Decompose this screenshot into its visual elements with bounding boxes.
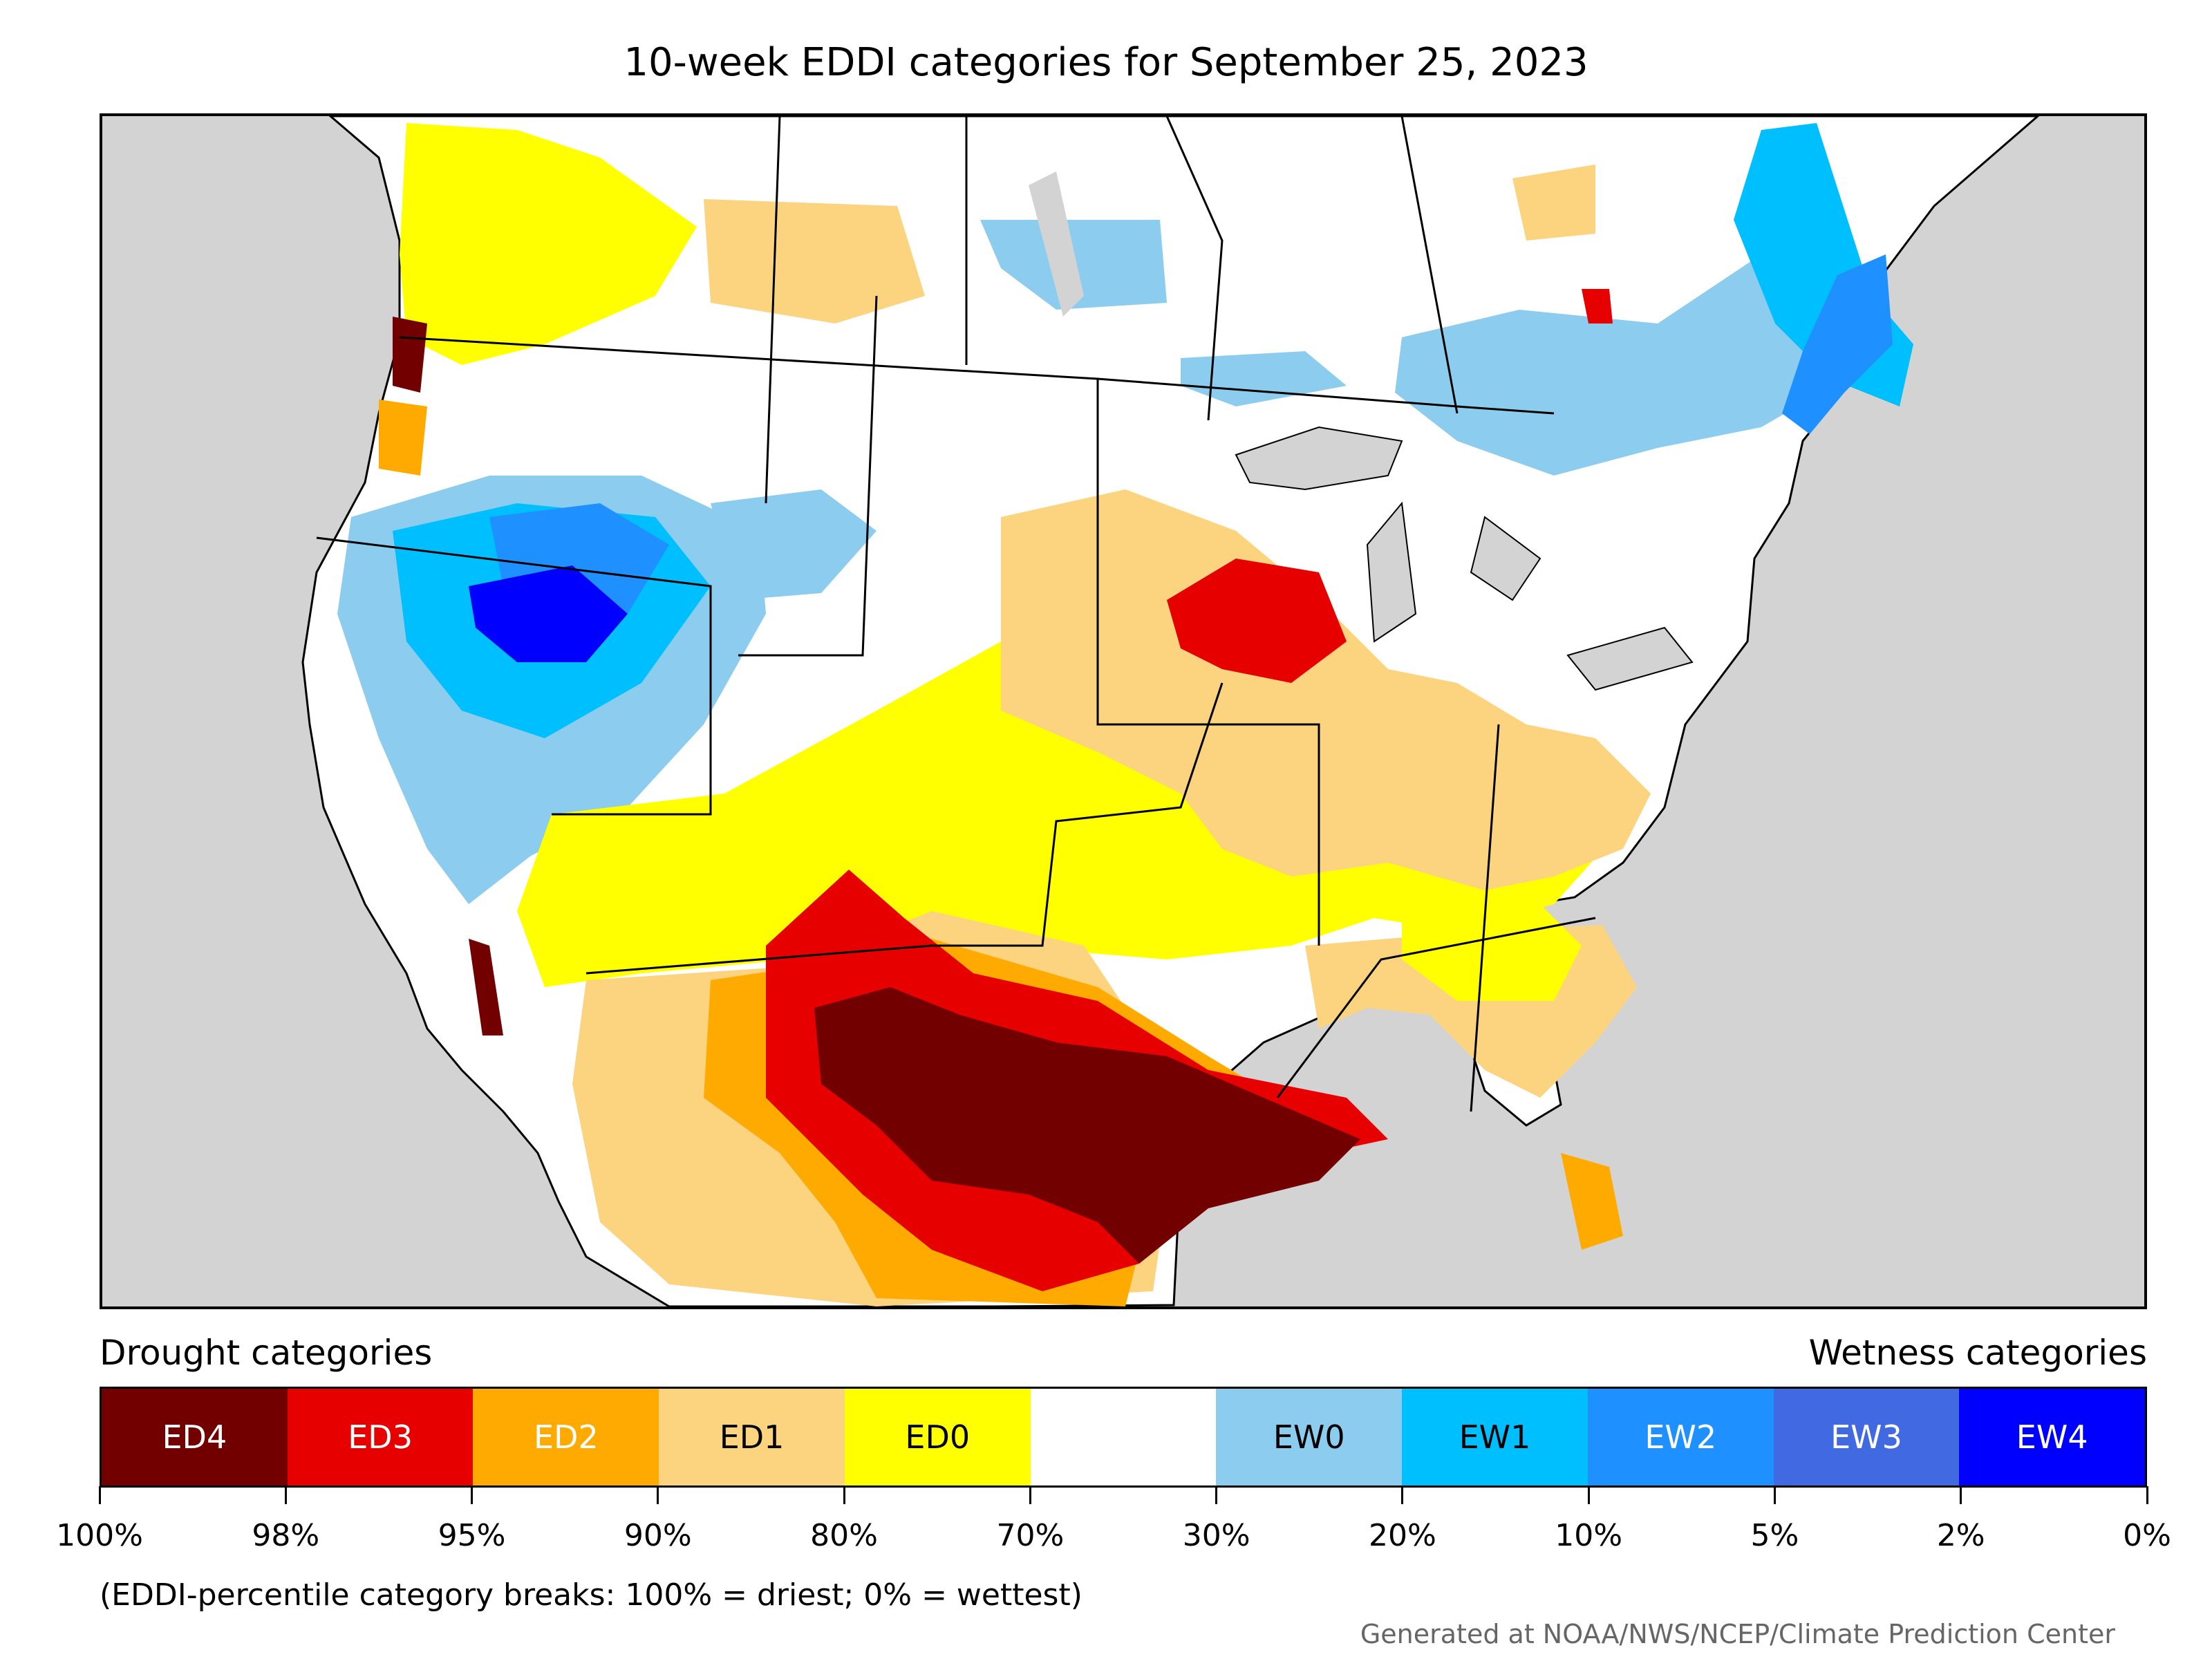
political-borders: [316, 116, 1596, 1112]
tick-label: 5%: [1750, 1518, 1799, 1553]
tick-mark: [1029, 1486, 1031, 1504]
tick-mark: [2146, 1486, 2148, 1504]
drought-ed4-baja: [469, 939, 503, 1035]
tick-mark: [1587, 1486, 1590, 1504]
drought-ed3-oregon-coast: [393, 317, 427, 393]
wetness-ew0-wyoming: [711, 489, 877, 600]
drought-ed3-florida: [1561, 1153, 1623, 1250]
tick-mark: [1401, 1486, 1404, 1504]
drought-ed0-appalachia: [1402, 890, 1582, 1001]
drought-ed1-central: [1001, 489, 1651, 890]
wetness-ew2-stlawrence: [1782, 254, 1893, 434]
map-panel: [100, 113, 2147, 1309]
wetness-ew0-canada: [1395, 227, 1872, 476]
great-lakes: [1235, 426, 1694, 691]
category-footnote: (EDDI-percentile category breaks: 100% =…: [100, 1577, 1082, 1613]
wetness-ew0-ontario: [1181, 351, 1347, 406]
wetness-categories-heading: Wetness categories: [1808, 1333, 2147, 1373]
tick-label: 90%: [624, 1518, 692, 1553]
legend-cell-ed0: ED0: [844, 1389, 1031, 1485]
tick-label: 30%: [1182, 1518, 1250, 1553]
tick-mark: [471, 1486, 474, 1504]
drought-categories-heading: Drought categories: [100, 1333, 433, 1373]
tick-label: 95%: [438, 1518, 506, 1553]
category-colorbar: ED4 ED3 ED2 ED1 ED0 EW0 EW1 EW2 EW3 EW4: [100, 1387, 2147, 1488]
wetness-ew4-utah-idaho: [469, 565, 628, 662]
drought-ed0-central: [517, 614, 1616, 987]
legend-cell-ew2: EW2: [1587, 1389, 1774, 1485]
tick-mark: [1960, 1486, 1962, 1504]
drought-ed1-prairies: [704, 199, 925, 324]
tick-label: 80%: [810, 1518, 878, 1553]
tick-mark: [1215, 1486, 1218, 1504]
tick-mark: [98, 1486, 101, 1504]
tick-mark: [284, 1486, 287, 1504]
tick-label: 2%: [1936, 1518, 1985, 1553]
legend-cell-ew0: EW0: [1216, 1389, 1403, 1485]
tick-label: 98%: [252, 1518, 320, 1553]
tick-label: 100%: [56, 1518, 143, 1553]
legend-cell-ew4: EW4: [1959, 1389, 2146, 1485]
drought-ed1-hudson: [1512, 165, 1595, 241]
map-title: 10-week EDDI categories for September 25…: [624, 40, 1588, 85]
tick-mark: [843, 1486, 845, 1504]
legend-cell-ew3: EW3: [1773, 1389, 1960, 1485]
legend-cell-ed3: ED3: [287, 1389, 474, 1485]
eddi-map: [301, 116, 2040, 1306]
drought-ed2-oregon: [379, 400, 427, 476]
drought-ed3-iowa: [1167, 559, 1347, 683]
tick-mark: [657, 1486, 659, 1504]
tick-label: 0%: [2123, 1518, 2171, 1553]
drought-ed0-pacific-nw: [400, 123, 697, 365]
legend-cell-ed1: ED1: [659, 1389, 845, 1485]
legend-cell-ed2: ED2: [473, 1389, 659, 1485]
hudson-bay-inlet: [1029, 171, 1084, 317]
legend-cell-ew1: EW1: [1402, 1389, 1588, 1485]
tick-label: 10%: [1555, 1518, 1623, 1553]
drought-ed4-texas-louisiana: [814, 987, 1360, 1264]
tick-mark: [1773, 1486, 1776, 1504]
drought-ed3-quebec-spot: [1582, 289, 1613, 324]
tick-label: 70%: [996, 1518, 1065, 1553]
legend-cell-normal: [1030, 1389, 1217, 1485]
tick-label: 20%: [1369, 1518, 1436, 1553]
legend-cell-ed4: ED4: [102, 1389, 288, 1485]
source-credit: Generated at NOAA/NWS/NCEP/Climate Predi…: [1360, 1619, 2115, 1649]
